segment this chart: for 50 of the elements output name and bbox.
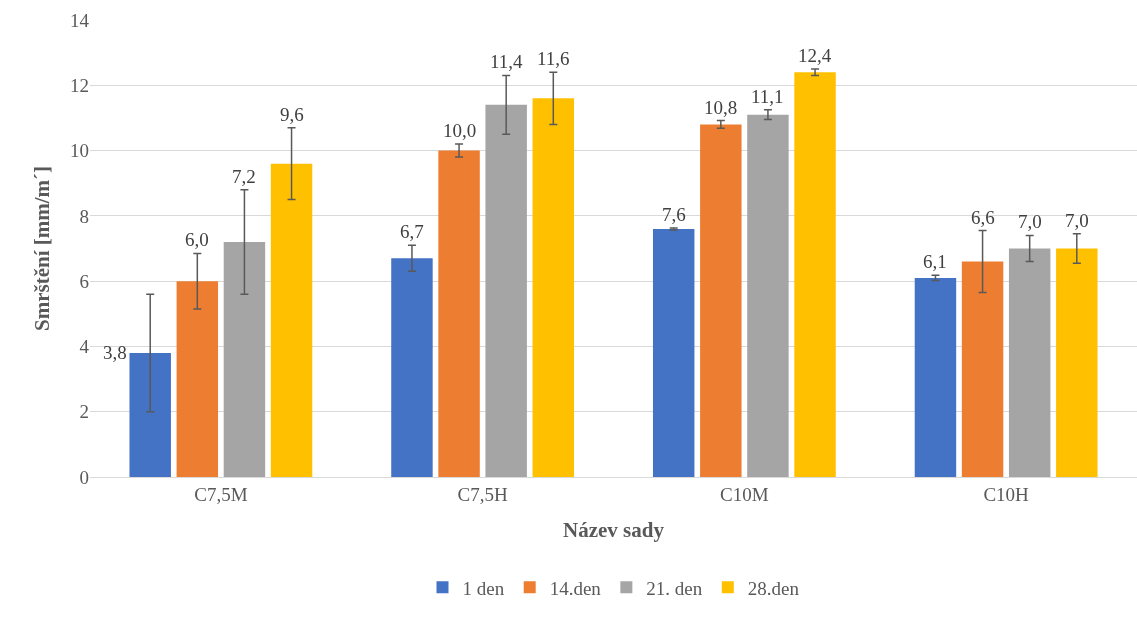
bar — [391, 258, 433, 477]
legend-label: 21. den — [646, 577, 703, 599]
y-tick-label: 0 — [79, 466, 89, 488]
legend-label: 28.den — [747, 577, 800, 599]
y-tick-label: 12 — [70, 74, 89, 96]
bar — [794, 72, 836, 477]
x-tick-label: C10M — [720, 483, 769, 505]
bar — [176, 281, 219, 477]
x-tick-label: C7,5M — [194, 483, 248, 505]
data-label: 10,0 — [443, 120, 477, 141]
bar — [961, 261, 1004, 477]
data-label: 7,2 — [232, 166, 256, 187]
y-axis-title: Smrštění [mm/m´] — [30, 165, 55, 332]
data-label: 11,4 — [490, 51, 524, 72]
bar — [1008, 248, 1051, 477]
data-label: 6,7 — [400, 221, 424, 242]
data-label: 12,4 — [798, 45, 832, 66]
data-label: 9,6 — [280, 104, 304, 125]
bar — [1056, 248, 1098, 477]
data-label: 6,6 — [971, 207, 995, 228]
data-label: 11,1 — [751, 86, 784, 107]
y-tick-label: 14 — [70, 9, 90, 31]
bar — [747, 114, 789, 477]
y-tick-label: 2 — [79, 401, 89, 423]
data-label: 7,0 — [1018, 211, 1042, 232]
bar — [438, 150, 480, 477]
bar — [700, 124, 742, 477]
y-tick-label: 8 — [79, 205, 89, 227]
data-label: 7,6 — [662, 204, 686, 225]
data-label: 7,0 — [1065, 210, 1089, 231]
legend-label: 1 den — [462, 577, 505, 599]
bar — [532, 98, 575, 477]
x-tick-label: C7,5H — [457, 483, 508, 505]
legend-label: 14.den — [549, 577, 602, 599]
bar — [914, 277, 957, 477]
data-label: 10,8 — [704, 97, 738, 118]
bar — [129, 352, 171, 477]
x-axis-title: Název sady — [563, 518, 665, 542]
x-tick-label: C10H — [983, 483, 1030, 505]
data-label: 3,8 — [103, 342, 127, 363]
bar — [223, 241, 266, 477]
data-label: 6,0 — [185, 229, 209, 250]
data-label: 11,6 — [537, 48, 570, 69]
y-tick-label: 10 — [70, 140, 89, 162]
y-tick-label: 4 — [79, 336, 90, 358]
bar — [485, 104, 527, 477]
bar — [652, 228, 695, 477]
bar — [270, 163, 313, 477]
data-label: 6,1 — [923, 251, 947, 272]
y-tick-label: 6 — [79, 270, 89, 292]
